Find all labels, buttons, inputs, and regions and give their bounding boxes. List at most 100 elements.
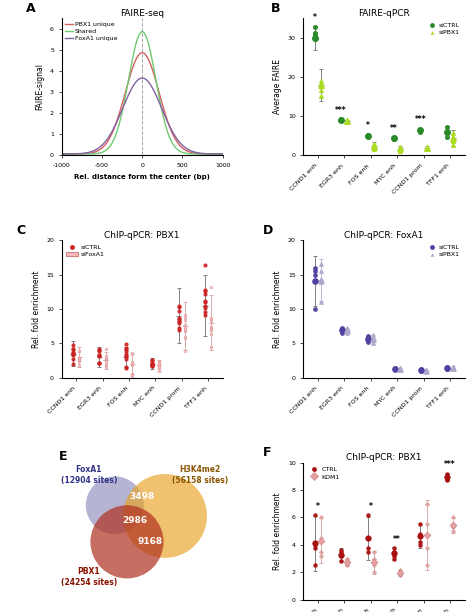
Point xyxy=(311,29,319,39)
Shared xyxy=(87,150,93,157)
Point xyxy=(181,332,189,341)
Text: ***: *** xyxy=(335,106,347,115)
Legend: CTRL, KDM1: CTRL, KDM1 xyxy=(307,466,341,481)
Shared xyxy=(220,151,226,158)
Point xyxy=(370,557,378,567)
Point xyxy=(397,143,404,153)
Point xyxy=(96,357,103,367)
Point xyxy=(417,127,424,136)
Point xyxy=(122,364,129,373)
Text: *: * xyxy=(313,13,317,22)
Point xyxy=(96,358,103,368)
Point xyxy=(444,364,451,373)
Point xyxy=(337,115,345,125)
Point xyxy=(128,349,136,359)
Text: FoxA1
(12904 sites): FoxA1 (12904 sites) xyxy=(61,465,117,485)
Point xyxy=(449,135,457,145)
Point xyxy=(365,334,372,344)
Y-axis label: Rel. fold enrichment: Rel. fold enrichment xyxy=(273,271,283,348)
Point xyxy=(449,526,457,536)
Point xyxy=(311,266,319,276)
Point xyxy=(75,355,83,365)
Point xyxy=(337,556,345,566)
Point xyxy=(181,310,189,320)
Point xyxy=(102,354,109,364)
Point xyxy=(128,371,136,381)
Point xyxy=(391,365,398,375)
Point xyxy=(155,358,163,368)
FoxA1 unique xyxy=(220,151,226,158)
Point xyxy=(443,128,451,138)
Point xyxy=(148,358,156,368)
Point xyxy=(390,134,398,144)
Point xyxy=(337,551,345,561)
Point xyxy=(175,316,182,326)
Point xyxy=(337,116,345,125)
Text: ***: *** xyxy=(444,460,456,469)
Point xyxy=(417,365,425,375)
Point xyxy=(397,145,404,155)
Text: 2986: 2986 xyxy=(122,516,147,525)
Point xyxy=(311,270,319,280)
Point xyxy=(208,316,215,326)
Point xyxy=(391,364,398,373)
Point xyxy=(423,499,430,509)
Point xyxy=(102,345,109,354)
Point xyxy=(397,143,404,153)
Point xyxy=(338,326,346,336)
Point xyxy=(390,134,398,144)
Point xyxy=(317,266,324,276)
Point xyxy=(397,570,404,580)
Point xyxy=(148,361,156,371)
Point xyxy=(370,338,377,348)
Point xyxy=(443,476,451,485)
Point xyxy=(75,354,83,364)
Point xyxy=(311,539,319,548)
Point xyxy=(390,548,398,558)
Point xyxy=(449,140,457,150)
Point xyxy=(122,344,129,354)
Point xyxy=(128,360,136,370)
Point xyxy=(122,362,129,372)
Point xyxy=(449,520,457,529)
Point xyxy=(422,365,430,375)
Shared xyxy=(100,148,106,155)
Point xyxy=(317,533,325,543)
Point xyxy=(102,357,109,367)
Point xyxy=(208,323,215,332)
Legend: PBX1 unique, Shared, FoxA1 unique: PBX1 unique, Shared, FoxA1 unique xyxy=(65,21,118,42)
Point xyxy=(208,313,215,323)
Title: ChIP-qPCR: PBX1: ChIP-qPCR: PBX1 xyxy=(104,231,180,240)
Title: FAIRE-qPCR: FAIRE-qPCR xyxy=(358,9,410,18)
Point xyxy=(397,144,404,154)
Point xyxy=(311,33,319,43)
Point xyxy=(69,348,77,358)
Point xyxy=(208,325,215,335)
Point xyxy=(364,131,371,141)
Point xyxy=(449,522,457,532)
Text: B: B xyxy=(271,1,281,15)
Point xyxy=(317,80,325,90)
Point xyxy=(365,333,372,343)
Text: D: D xyxy=(263,223,273,237)
Point xyxy=(444,363,451,373)
Point xyxy=(417,125,424,135)
Point xyxy=(317,277,324,286)
Point xyxy=(396,365,403,375)
Text: E: E xyxy=(58,450,67,463)
FoxA1 unique xyxy=(181,143,186,150)
Point xyxy=(391,363,398,373)
Point xyxy=(311,543,319,553)
Point xyxy=(201,289,209,299)
Point xyxy=(391,364,398,374)
Point xyxy=(181,327,189,337)
Point xyxy=(96,349,103,359)
Point xyxy=(338,323,346,333)
Point xyxy=(337,114,345,124)
Point xyxy=(102,353,109,362)
Point xyxy=(317,551,325,561)
Point xyxy=(317,297,324,307)
Ellipse shape xyxy=(86,476,144,534)
Point xyxy=(148,359,156,368)
PBX1 unique xyxy=(181,145,186,152)
